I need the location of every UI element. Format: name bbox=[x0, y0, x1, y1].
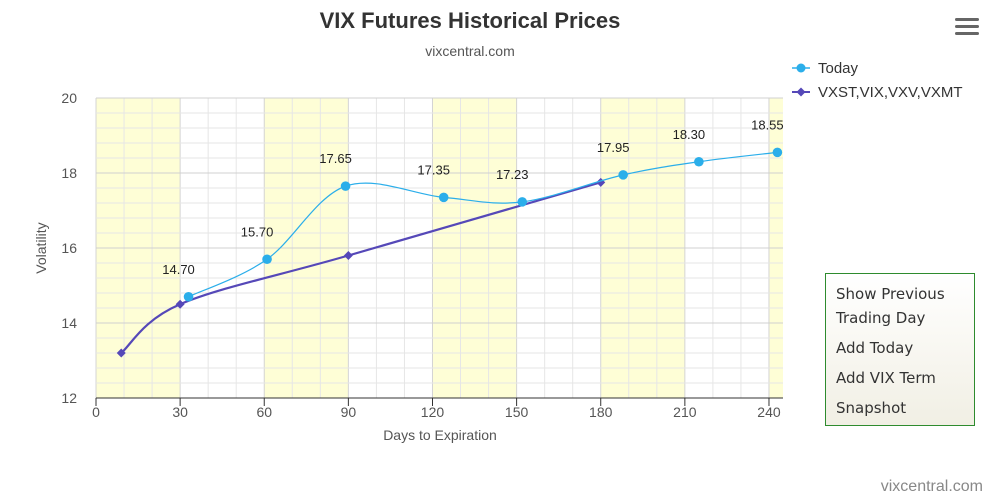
x-tick-label: 150 bbox=[505, 404, 529, 420]
add-vix-term-button[interactable]: Add VIX Term bbox=[836, 366, 964, 390]
x-tick-label: 60 bbox=[256, 404, 272, 420]
today-data-label: 17.65 bbox=[319, 151, 352, 166]
grid-lines bbox=[95, 97, 783, 399]
legend-today-label: Today bbox=[818, 60, 859, 77]
show-previous-label-line1: Show Previous bbox=[836, 285, 945, 303]
y-tick-label: 18 bbox=[61, 165, 77, 181]
snapshot-label: Snapshot bbox=[836, 399, 907, 417]
add-today-label: Add Today bbox=[836, 339, 914, 357]
series-line bbox=[120, 181, 602, 354]
y-tick-label: 12 bbox=[61, 390, 77, 406]
add-today-button[interactable]: Add Today bbox=[836, 336, 964, 360]
today-data-label: 15.70 bbox=[241, 224, 274, 239]
y-axis-title: Volatility bbox=[33, 222, 49, 273]
today-point[interactable] bbox=[183, 291, 194, 302]
legend-item-today[interactable]: Today bbox=[792, 60, 859, 77]
y-tick-label: 20 bbox=[61, 90, 77, 106]
menu-bar-top bbox=[955, 18, 979, 21]
data-labels: 14.70 15.70 17.65 17.35 17.23 17.95 18.30 18.55 bbox=[162, 117, 783, 276]
x-tick-label: 90 bbox=[341, 404, 357, 420]
x-tick-label: 0 bbox=[92, 404, 100, 420]
term-point[interactable] bbox=[343, 251, 353, 260]
x-tick-label: 210 bbox=[673, 404, 697, 420]
series bbox=[116, 147, 783, 358]
today-point[interactable] bbox=[772, 147, 783, 158]
snapshot-button[interactable]: Snapshot bbox=[836, 396, 964, 420]
x-tick-label: 30 bbox=[172, 404, 188, 420]
legend-item-term[interactable]: VXST,VIX,VXV,VXMT bbox=[792, 84, 963, 101]
action-panel: Show Previous Trading Day Add Today Add … bbox=[825, 273, 975, 426]
term-point[interactable] bbox=[116, 348, 126, 358]
series-term bbox=[116, 177, 606, 358]
chart-title: VIX Futures Historical Prices bbox=[320, 8, 621, 33]
x-axis-title: Days to Expiration bbox=[383, 427, 497, 443]
series-today bbox=[183, 147, 783, 302]
legend-term-marker bbox=[796, 87, 806, 97]
menu-bar-bottom bbox=[955, 32, 979, 35]
chart-subtitle: vixcentral.com bbox=[425, 43, 514, 59]
today-point[interactable] bbox=[517, 197, 528, 207]
credit-text[interactable]: vixcentral.com bbox=[881, 478, 983, 495]
today-data-label: 17.95 bbox=[597, 140, 630, 155]
x-tick-label: 240 bbox=[757, 404, 781, 420]
today-point[interactable] bbox=[618, 170, 628, 180]
y-tick-label: 16 bbox=[61, 240, 77, 256]
menu-bar-middle bbox=[955, 25, 979, 28]
add-vix-term-label: Add VIX Term bbox=[836, 369, 936, 387]
legend: Today VXST,VIX,VXV,VXMT bbox=[792, 60, 963, 101]
today-data-label: 18.30 bbox=[673, 127, 706, 142]
show-previous-trading-day-button[interactable]: Show Previous Trading Day bbox=[836, 282, 964, 330]
show-previous-label-line2: Trading Day bbox=[836, 309, 926, 327]
today-point[interactable] bbox=[438, 192, 449, 203]
x-tick-label: 120 bbox=[421, 404, 445, 420]
today-data-label: 17.23 bbox=[496, 167, 529, 182]
y-tick-label: 14 bbox=[61, 315, 77, 331]
term-point[interactable] bbox=[175, 299, 185, 309]
today-point[interactable] bbox=[694, 156, 704, 167]
today-data-label: 17.35 bbox=[417, 162, 450, 177]
hamburger-menu-icon[interactable] bbox=[955, 18, 979, 38]
today-point[interactable] bbox=[340, 181, 351, 191]
today-data-label: 18.55 bbox=[751, 117, 784, 132]
today-point[interactable] bbox=[262, 254, 272, 265]
legend-today-marker bbox=[796, 63, 806, 73]
legend-term-label: VXST,VIX,VXV,VXMT bbox=[818, 84, 963, 101]
series-line bbox=[188, 151, 778, 298]
today-data-label: 14.70 bbox=[162, 262, 195, 277]
axes: 0 30 60 90 120 150 180 210 240 12 14 16 18 20 bbox=[61, 90, 783, 420]
x-tick-label: 180 bbox=[589, 404, 613, 420]
